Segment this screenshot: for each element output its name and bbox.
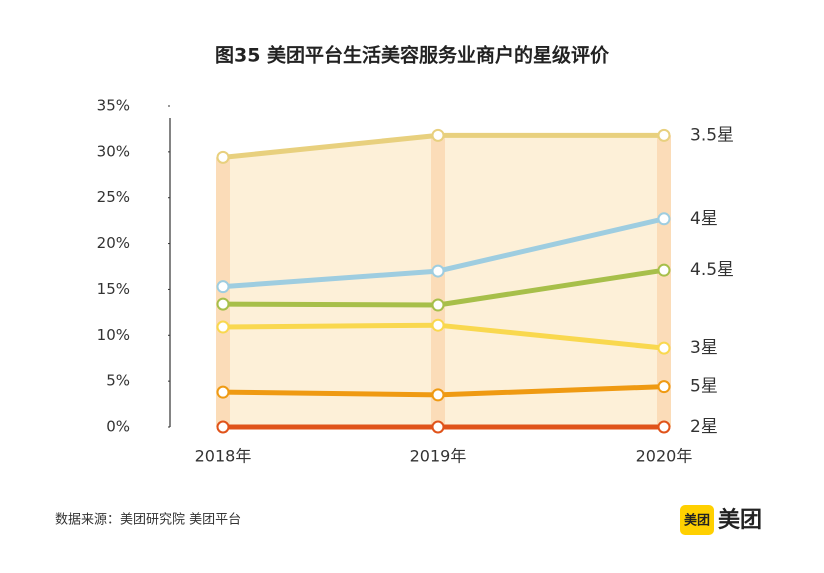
point [657,341,671,355]
y-tick-label: 25% [97,188,130,206]
y-tick-label: 20% [97,234,130,252]
point [216,385,230,399]
point [657,380,671,394]
legend-label: 3.5星 [690,125,734,145]
point [216,150,230,164]
year-band [431,135,445,427]
point [431,298,445,312]
logo-badge-bg [680,505,714,535]
legend-label: 5星 [690,377,718,397]
legend-label: 3星 [690,338,718,358]
y-tick-label: 5% [106,372,130,390]
y-tick-label: 0% [106,418,130,436]
point [431,420,445,434]
point [431,128,445,142]
point [216,320,230,334]
plot [216,128,671,434]
x-tick-label: 2020年 [636,447,693,466]
point [216,297,230,311]
x-tick-label: 2019年 [410,447,467,466]
y-tick-label: 15% [97,280,130,298]
point [431,388,445,402]
point [431,318,445,332]
y-tick-label: 35% [97,97,130,115]
legend-label: 4.5星 [690,260,734,280]
point [216,280,230,294]
x-tick-label: 2018年 [195,447,252,466]
logo-badge: 美团 [684,513,710,529]
legend-label: 4星 [690,209,718,229]
point [657,420,671,434]
legend-label: 2星 [690,417,718,437]
point [216,420,230,434]
chart-title: 图35 美团平台生活美容服务业商户的星级评价 [215,44,610,67]
logo-text: 美团 [718,507,762,533]
point [657,263,671,277]
point [657,212,671,226]
year-band [657,135,671,427]
point [657,128,671,142]
source: 数据来源：美团研究院 美团平台 [55,513,241,528]
point [431,264,445,278]
y-tick-label: 10% [97,326,130,344]
y-tick-label: 30% [97,142,130,160]
